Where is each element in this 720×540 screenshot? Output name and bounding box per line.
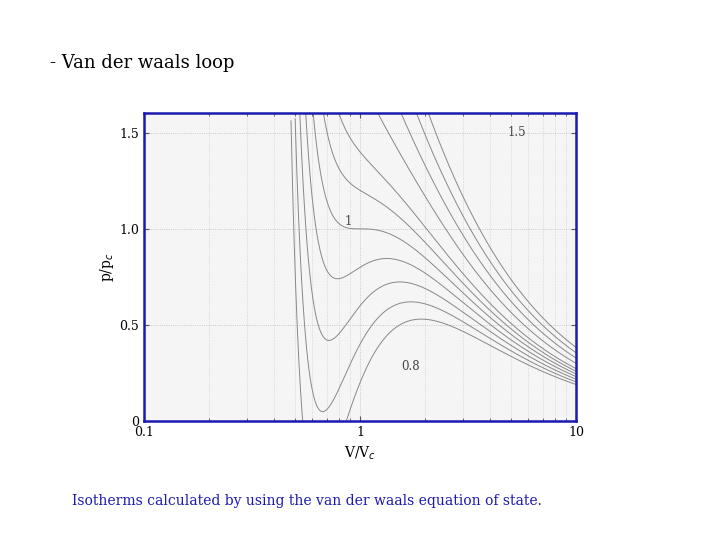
Text: Isotherms calculated by using the van der waals equation of state.: Isotherms calculated by using the van de…: [72, 494, 542, 508]
Text: 0.8: 0.8: [401, 360, 420, 373]
Text: - Van der waals loop: - Van der waals loop: [50, 54, 235, 72]
Text: 1: 1: [344, 215, 351, 228]
Text: 1.5: 1.5: [507, 125, 526, 139]
Y-axis label: p/p$_c$: p/p$_c$: [99, 252, 117, 282]
X-axis label: V/V$_c$: V/V$_c$: [344, 444, 376, 462]
